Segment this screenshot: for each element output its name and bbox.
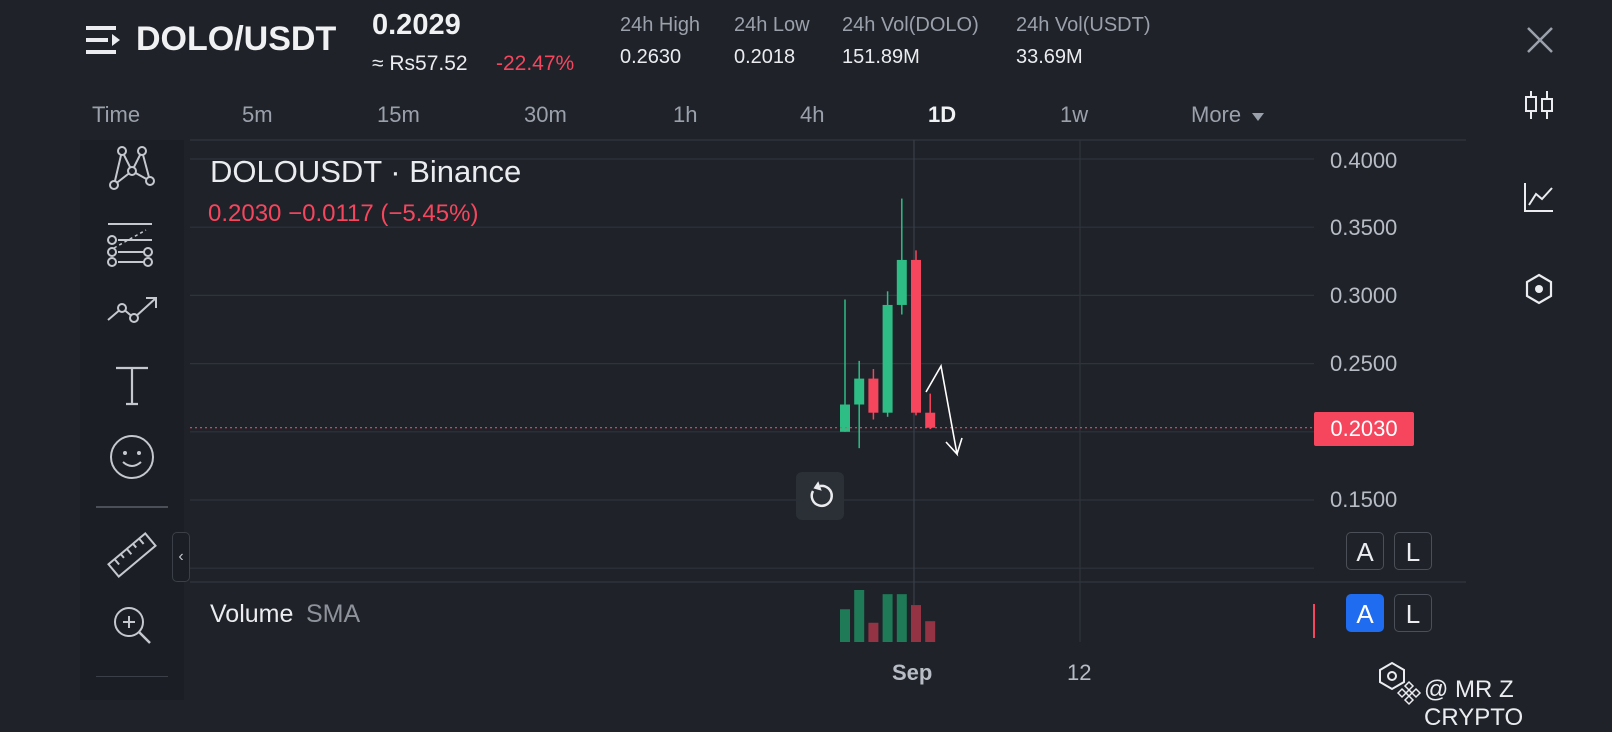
y-tick-label: 0.4000 [1330,148,1398,173]
text-icon[interactable] [104,362,160,412]
y-tick-label: 0.3000 [1330,283,1398,308]
volume-bar [840,609,850,642]
menu-icon[interactable] [86,24,122,56]
volume-label: Volume [210,600,294,628]
candle-body [882,304,893,413]
zoom-in-icon[interactable] [104,600,160,650]
drawn-arrow [925,363,963,457]
volume-bars [840,590,1315,642]
y-tick-label: 0.3500 [1330,215,1398,240]
candle-body [925,412,936,428]
volume-bar [925,621,936,642]
watermark: @ MR Z CRYPTO [1424,676,1524,731]
volume-bar [896,594,907,642]
candlestick-icon[interactable] [1522,88,1556,122]
reset-icon [810,481,833,508]
toolbar-divider [96,506,168,508]
tab-time[interactable]: Time [92,102,141,127]
fib-retracement-icon[interactable] [104,218,160,268]
trend-line-icon[interactable] [104,290,160,340]
tab-more[interactable]: More [1191,102,1265,128]
tab-4h[interactable]: 4h [800,102,825,127]
current-price-tag: 0.2030 [1314,412,1414,446]
stat-label-vol-quote: 24h Vol(USDT) [1016,14,1151,36]
tab-30m[interactable]: 30m [524,102,567,127]
tab-more-label: More [1191,102,1242,127]
toolbar-collapse-handle[interactable]: ‹ [172,532,190,582]
y-tick-label: 0.2500 [1330,351,1398,376]
ruler-icon[interactable] [104,530,160,580]
candle-body [854,378,865,405]
tab-5m[interactable]: 5m [242,102,273,127]
fiat-price: ≈ Rs57.52 [372,52,468,75]
stat-label-high: 24h High [620,14,701,36]
candle-body [840,404,850,432]
volume-bar [911,605,921,642]
indicator-icon[interactable] [1522,272,1556,306]
candle-body [896,259,907,305]
change-percent: -22.47% [496,52,575,75]
volume-auto-scale-button[interactable]: A [1346,594,1384,632]
reset-chart-button[interactable] [796,472,844,520]
volume-sma-label: SMA [306,600,361,628]
auto-scale-button[interactable]: A [1346,532,1384,570]
toolbar-divider-bottom [96,676,168,677]
chart-grid [190,139,1466,642]
pattern-icon[interactable] [104,145,160,195]
x-tick-label: Sep [892,660,933,685]
tab-15m[interactable]: 15m [377,102,420,127]
volume-log-scale-button[interactable]: L [1394,594,1432,632]
stat-label-low: 24h Low [734,14,810,36]
x-tick-label: 12 [1067,660,1092,685]
volume-bar [868,622,879,642]
caret-down-icon [1252,113,1265,121]
close-icon[interactable] [1524,24,1556,56]
stat-value-low: 0.2018 [734,46,796,68]
stat-label-vol-base: 24h Vol(DOLO) [842,14,979,36]
candle-body [868,378,879,413]
stat-value-high: 0.2630 [620,46,682,68]
binance-logo-icon [1396,680,1422,706]
stat-value-vol-quote: 33.69M [1016,46,1083,68]
chart-ohlc: 0.2030 −0.0117 (−5.45%) [208,200,479,227]
line-chart-icon[interactable] [1522,180,1556,214]
chart-symbol: DOLOUSDT · Binance [210,154,522,189]
tab-1d[interactable]: 1D [928,102,957,127]
y-tick-label: 0.1500 [1330,487,1398,512]
log-scale-button[interactable]: L [1394,532,1432,570]
tab-1w[interactable]: 1w [1060,102,1089,127]
volume-bar [882,594,893,642]
pair-title[interactable]: DOLO/USDT [136,20,337,58]
candle-body [911,259,921,413]
tab-1h[interactable]: 1h [673,102,698,127]
volume-bar [854,590,865,642]
candles [840,198,936,449]
stat-value-vol-base: 151.89M [842,46,920,68]
settings-hex-icon[interactable] [1376,660,1408,692]
drawing-toolbar [80,140,184,700]
last-price: 0.2029 [372,9,461,41]
emoji-icon[interactable] [104,432,160,482]
